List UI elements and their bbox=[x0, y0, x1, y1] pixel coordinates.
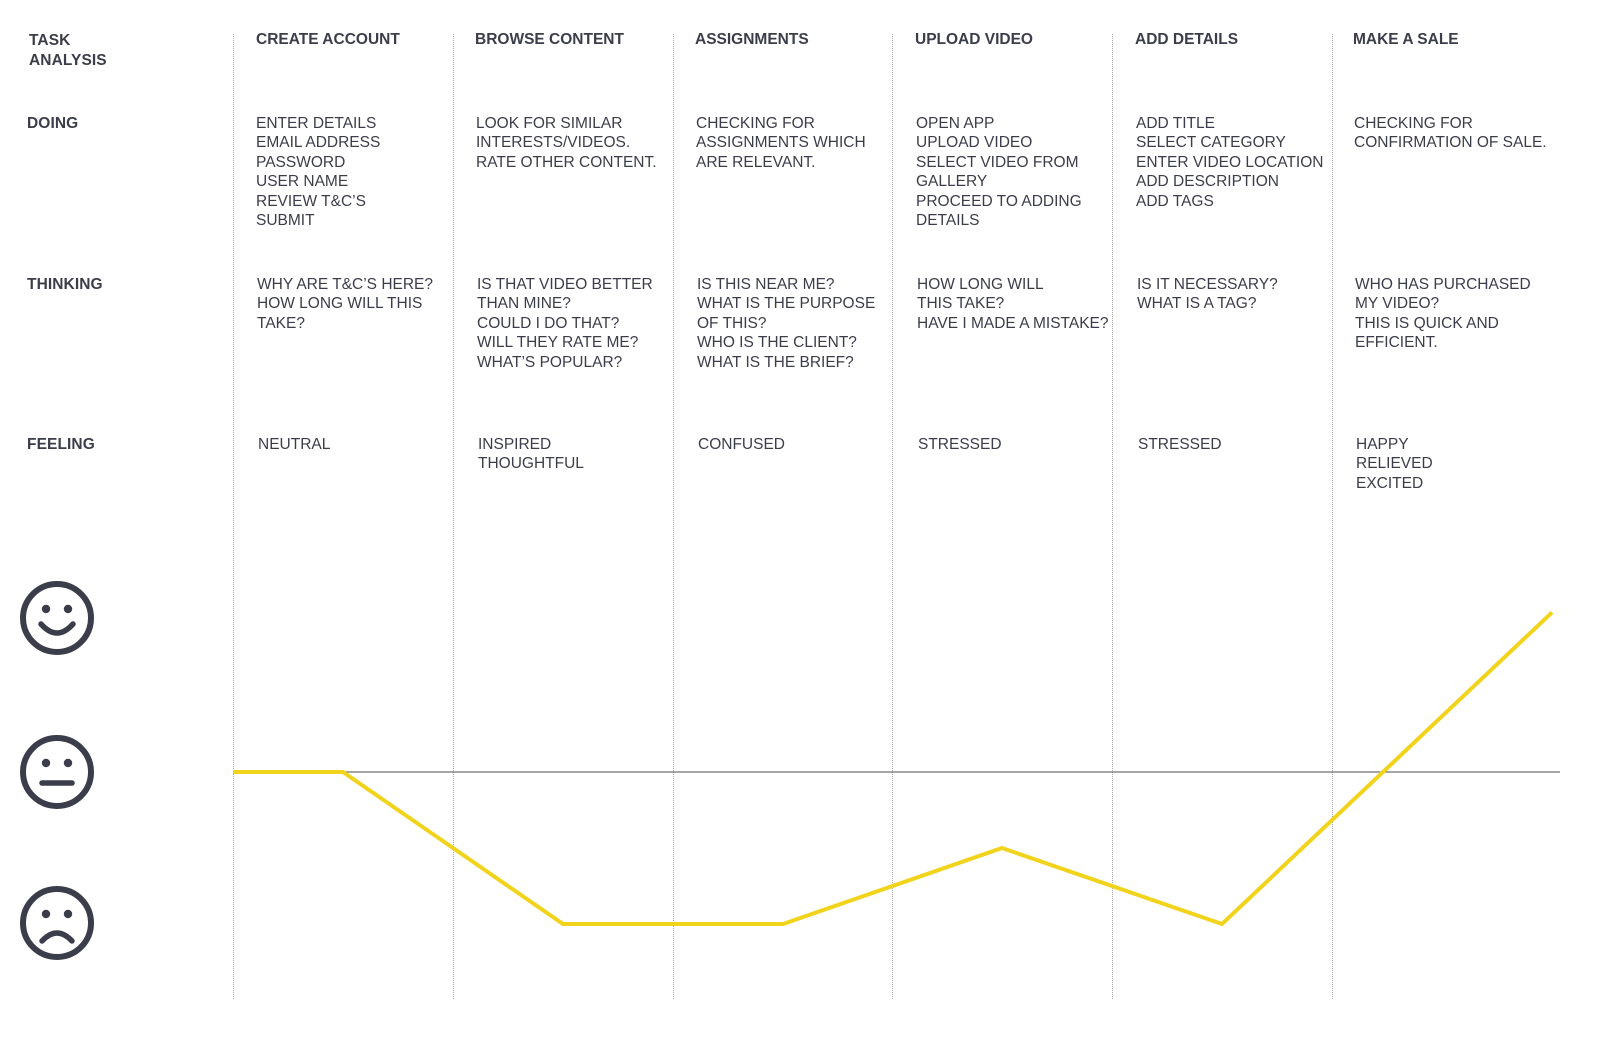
neutral-face-icon bbox=[20, 735, 94, 809]
thinking-line: IS THIS NEAR ME? bbox=[697, 276, 835, 293]
doing-line: USER NAME bbox=[256, 173, 349, 191]
thinking-line: WHAT IS THE BRIEF? bbox=[697, 353, 854, 371]
doing-line: ADD DESCRIPTION bbox=[1136, 173, 1279, 191]
feeling-line: RELIEVED bbox=[1356, 455, 1433, 473]
thinking-line: IS IT NECESSARY? bbox=[1137, 276, 1278, 293]
stage-feeling-assignments: CONFUSED bbox=[698, 435, 908, 454]
stage-thinking-add-details: IS IT NECESSARY? WHAT IS A TAG? bbox=[1137, 275, 1347, 314]
thinking-line: OF THIS? bbox=[697, 314, 767, 332]
thinking-line: HOW LONG WILL THIS bbox=[257, 295, 423, 313]
stage-doing-make-a-sale: CHECKING FOR CONFIRMATION OF SALE. bbox=[1354, 114, 1564, 153]
thinking-line: MY VIDEO? bbox=[1355, 295, 1440, 313]
column-divider bbox=[673, 34, 674, 999]
stage-feeling-browse-content: INSPIRED THOUGHTFUL bbox=[478, 435, 688, 474]
doing-line: DETAILS bbox=[916, 212, 980, 230]
thinking-line: HOW LONG WILL bbox=[917, 276, 1044, 293]
feeling-line: STRESSED bbox=[918, 436, 1002, 453]
stage-title-upload-video: UPLOAD VIDEO bbox=[915, 31, 1033, 48]
stage-feeling-create-account: NEUTRAL bbox=[258, 435, 468, 454]
column-divider bbox=[453, 34, 454, 999]
doing-line: ARE RELEVANT. bbox=[696, 153, 816, 171]
doing-line: ASSIGNMENTS WHICH bbox=[696, 134, 866, 152]
thinking-line: WHY ARE T&C’S HERE? bbox=[257, 276, 434, 293]
thinking-line: THIS IS QUICK AND bbox=[1355, 314, 1499, 332]
doing-line: REVIEW T&C’S bbox=[256, 192, 366, 210]
thinking-line: IS THAT VIDEO BETTER bbox=[477, 276, 653, 293]
stage-doing-create-account: ENTER DETAILS EMAIL ADDRESS PASSWORD USE… bbox=[256, 114, 466, 230]
row-label-task: TASK bbox=[29, 32, 71, 49]
doing-line: ADD TITLE bbox=[1136, 115, 1215, 132]
doing-line: GALLERY bbox=[916, 173, 988, 191]
thinking-line: WHAT’S POPULAR? bbox=[477, 353, 623, 371]
doing-line: CONFIRMATION OF SALE. bbox=[1354, 134, 1547, 152]
row-label-thinking: THINKING bbox=[27, 276, 103, 293]
stage-feeling-add-details: STRESSED bbox=[1138, 435, 1348, 454]
feeling-line: THOUGHTFUL bbox=[478, 455, 584, 473]
doing-line: INTERESTS/VIDEOS. bbox=[476, 134, 631, 152]
column-divider bbox=[233, 34, 234, 999]
doing-line: LOOK FOR SIMILAR bbox=[476, 115, 623, 132]
stage-title-assignments: ASSIGNMENTS bbox=[695, 31, 809, 48]
doing-line: SELECT CATEGORY bbox=[1136, 134, 1286, 152]
thinking-line: TAKE? bbox=[257, 314, 305, 332]
doing-line: ENTER DETAILS bbox=[256, 115, 377, 132]
column-divider bbox=[1112, 34, 1113, 999]
row-label-analysis: ANALYSIS bbox=[29, 51, 107, 69]
stage-feeling-make-a-sale: HAPPY RELIEVED EXCITED bbox=[1356, 435, 1566, 493]
thinking-line: WHO HAS PURCHASED bbox=[1355, 276, 1531, 293]
doing-line: OPEN APP bbox=[916, 115, 995, 132]
stage-title-add-details: ADD DETAILS bbox=[1135, 31, 1239, 48]
emotion-curve bbox=[233, 610, 1554, 927]
doing-line: SELECT VIDEO FROM bbox=[916, 153, 1079, 171]
stage-doing-upload-video: OPEN APP UPLOAD VIDEO SELECT VIDEO FROM … bbox=[916, 114, 1126, 230]
thinking-line: WHAT IS A TAG? bbox=[1137, 295, 1257, 313]
doing-line: PROCEED TO ADDING bbox=[916, 192, 1082, 210]
stage-doing-add-details: ADD TITLE SELECT CATEGORY ENTER VIDEO LO… bbox=[1136, 114, 1346, 211]
row-label-doing: DOING bbox=[27, 115, 79, 132]
thinking-line: WHAT IS THE PURPOSE bbox=[697, 295, 876, 313]
doing-line: PASSWORD bbox=[256, 153, 346, 171]
column-divider bbox=[1332, 34, 1333, 999]
doing-line: CHECKING FOR bbox=[1354, 115, 1473, 132]
stage-title-browse-content: BROWSE CONTENT bbox=[475, 31, 624, 48]
doing-line: ENTER VIDEO LOCATION bbox=[1136, 153, 1324, 171]
feeling-line: HAPPY bbox=[1356, 436, 1409, 453]
feeling-line: INSPIRED bbox=[478, 436, 552, 453]
thinking-line: HAVE I MADE A MISTAKE? bbox=[917, 314, 1109, 332]
thinking-line: COULD I DO THAT? bbox=[477, 314, 620, 332]
stage-title-create-account: CREATE ACCOUNT bbox=[256, 31, 400, 48]
doing-line: ADD TAGS bbox=[1136, 192, 1214, 210]
thinking-line: WILL THEY RATE ME? bbox=[477, 334, 639, 352]
stage-thinking-assignments: IS THIS NEAR ME? WHAT IS THE PURPOSE OF … bbox=[697, 275, 907, 372]
row-label-feeling: FEELING bbox=[27, 436, 95, 453]
stage-title-make-a-sale: MAKE A SALE bbox=[1353, 31, 1459, 48]
stage-thinking-create-account: WHY ARE T&C’S HERE? HOW LONG WILL THIS T… bbox=[257, 275, 467, 333]
doing-line: CHECKING FOR bbox=[696, 115, 815, 132]
stage-thinking-make-a-sale: WHO HAS PURCHASED MY VIDEO? THIS IS QUIC… bbox=[1355, 275, 1565, 353]
row-label-task-analysis: TASK ANALYSIS bbox=[29, 31, 107, 70]
stage-doing-browse-content: LOOK FOR SIMILAR INTERESTS/VIDEOS. RATE … bbox=[476, 114, 686, 172]
stage-doing-assignments: CHECKING FOR ASSIGNMENTS WHICH ARE RELEV… bbox=[696, 114, 906, 172]
stage-thinking-upload-video: HOW LONG WILL THIS TAKE? HAVE I MADE A M… bbox=[917, 275, 1127, 333]
thinking-line: THIS TAKE? bbox=[917, 295, 1005, 313]
doing-line: RATE OTHER CONTENT. bbox=[476, 153, 657, 171]
thinking-line: EFFICIENT. bbox=[1355, 334, 1438, 352]
column-divider bbox=[892, 34, 893, 999]
stage-feeling-upload-video: STRESSED bbox=[918, 435, 1128, 454]
doing-line: SUBMIT bbox=[256, 212, 315, 230]
thinking-line: THAN MINE? bbox=[477, 295, 571, 313]
doing-line: EMAIL ADDRESS bbox=[256, 134, 381, 152]
feeling-line: CONFUSED bbox=[698, 436, 785, 453]
feeling-line: EXCITED bbox=[1356, 474, 1424, 492]
feeling-line: STRESSED bbox=[1138, 436, 1222, 453]
happy-face-icon bbox=[20, 581, 94, 655]
sad-face-icon bbox=[20, 886, 94, 960]
feeling-line: NEUTRAL bbox=[258, 436, 331, 453]
stage-thinking-browse-content: IS THAT VIDEO BETTER THAN MINE? COULD I … bbox=[477, 275, 687, 372]
doing-line: UPLOAD VIDEO bbox=[916, 134, 1033, 152]
thinking-line: WHO IS THE CLIENT? bbox=[697, 334, 857, 352]
